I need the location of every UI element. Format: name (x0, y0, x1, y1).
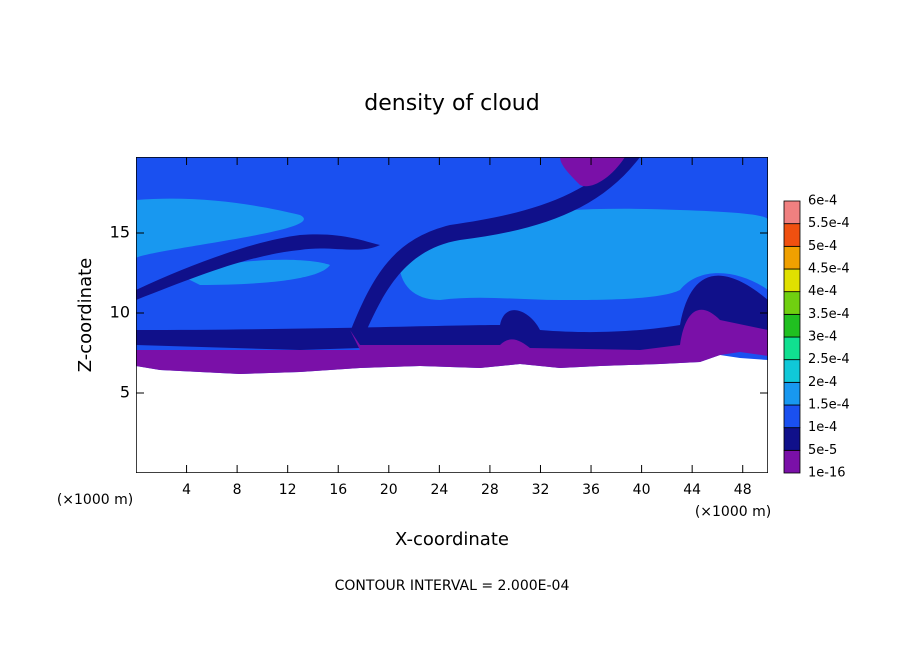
colorbar-label: 4e-4 (808, 284, 837, 299)
colorbar-label: 5e-4 (808, 239, 837, 254)
contour-field (136, 157, 768, 473)
colorbar-band (783, 359, 801, 383)
x-tick-label: 8 (233, 482, 242, 498)
colorbar-band (783, 291, 801, 315)
colorbar-band (783, 313, 801, 338)
colorbar-label: 3.5e-4 (808, 307, 850, 322)
x-axis-label: X-coordinate (395, 529, 509, 550)
x-tick-label: 48 (734, 482, 752, 498)
colorbar-label: 6e-4 (808, 194, 837, 209)
y-tick-label: 15 (110, 223, 130, 242)
colorbar-label: 4.5e-4 (808, 262, 850, 277)
x-tick-label: 36 (582, 482, 600, 498)
colorbar-label: 1e-16 (808, 466, 846, 481)
x-tick-label: 24 (430, 482, 448, 498)
x-tick-label: 4 (182, 482, 191, 498)
chart-title: density of cloud (364, 91, 539, 116)
x-tick-label: 44 (683, 482, 701, 498)
colorbar-band (783, 268, 801, 293)
colorbar-label: 2.5e-4 (808, 352, 850, 367)
footnote: CONTOUR INTERVAL = 2.000E-04 (335, 578, 570, 594)
x-tick-label: 32 (532, 482, 550, 498)
colorbar-label: 5e-5 (808, 443, 837, 458)
x-tick-label: 40 (633, 482, 651, 498)
x-tick-label: 16 (329, 482, 347, 498)
colorbar-band (783, 200, 801, 225)
colorbar-band (783, 381, 801, 406)
colorbar-label: 5.5e-4 (808, 216, 850, 231)
x-unit-label: (×1000 m) (695, 504, 771, 520)
y-unit-label: (×1000 m) (57, 492, 133, 508)
colorbar-band (783, 449, 801, 474)
y-axis-label: Z-coordinate (75, 258, 96, 373)
colorbar-band (783, 404, 801, 429)
colorbar-band (783, 245, 801, 270)
x-tick-label: 28 (481, 482, 499, 498)
colorbar-band (783, 223, 801, 247)
colorbar-label: 1e-4 (808, 420, 837, 435)
colorbar-label: 2e-4 (808, 375, 837, 390)
y-tick-label: 10 (110, 303, 130, 322)
colorbar-band (783, 427, 801, 451)
y-tick-label: 5 (120, 383, 130, 402)
colorbar-band (783, 336, 801, 361)
colorbar-label: 3e-4 (808, 330, 837, 345)
x-tick-label: 20 (380, 482, 398, 498)
colorbar-label: 1.5e-4 (808, 398, 850, 413)
x-tick-label: 12 (279, 482, 297, 498)
